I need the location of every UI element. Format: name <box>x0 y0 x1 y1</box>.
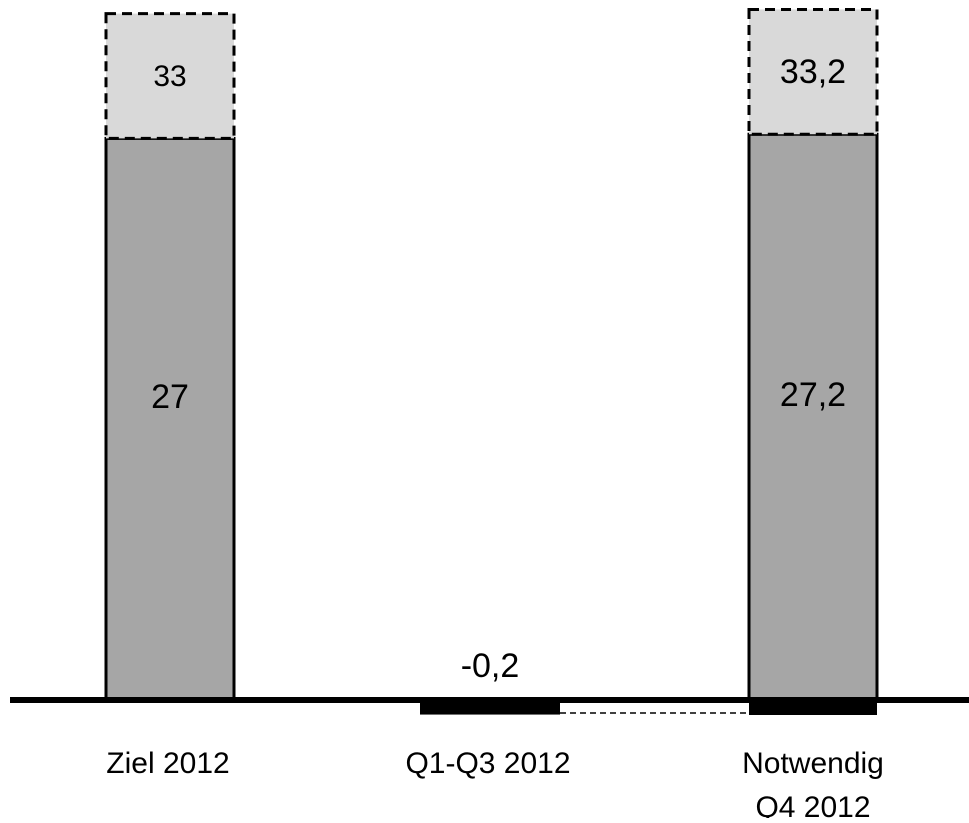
bar-3-solid <box>747 132 879 702</box>
bar-1-solid <box>104 136 236 702</box>
bar-3-foot <box>749 700 877 715</box>
category-label-2: Q1-Q3 2012 <box>405 747 570 780</box>
bar-3-dashed <box>747 7 879 136</box>
category-label-3-line-2: Q4 2012 <box>755 791 870 818</box>
data-label-2: -0,2 <box>461 647 520 685</box>
category-label-3-line-1: Notwendig <box>742 747 884 780</box>
bar-1-dashed <box>104 12 236 140</box>
bar-2-negative <box>420 700 560 715</box>
data-label-1: 27 <box>151 378 189 416</box>
data-label-1-dashed: 33 <box>153 60 186 93</box>
category-label-1: Ziel 2012 <box>106 747 229 780</box>
data-label-3: 27,2 <box>780 376 846 414</box>
data-label-3-dashed: 33,2 <box>780 53 846 91</box>
